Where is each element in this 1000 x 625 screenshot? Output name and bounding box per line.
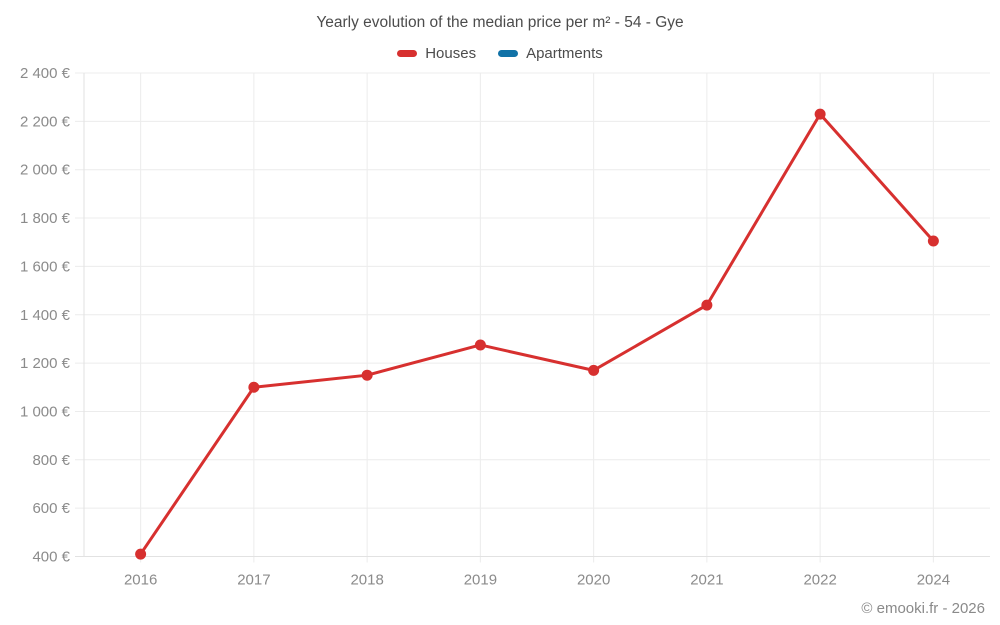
y-axis-tick-label: 1 400 €: [20, 307, 71, 324]
copyright-credit: © emooki.fr - 2026: [861, 600, 985, 617]
data-point-houses[interactable]: [248, 381, 260, 393]
y-axis-tick-label: 600 €: [32, 500, 70, 517]
data-point-houses[interactable]: [361, 369, 373, 381]
x-axis-tick-label: 2016: [124, 572, 157, 589]
x-axis-tick-label: 2017: [237, 572, 270, 589]
data-point-houses[interactable]: [474, 339, 486, 351]
legend-label-apartments: Apartments: [526, 45, 603, 62]
data-point-houses[interactable]: [814, 108, 826, 120]
y-axis-tick-label: 1 800 €: [20, 210, 71, 227]
x-axis-tick-label: 2024: [917, 572, 950, 589]
y-axis-tick-label: 2 000 €: [20, 162, 71, 179]
x-axis-tick-label: 2020: [577, 572, 610, 589]
y-axis-tick-label: 2 200 €: [20, 113, 71, 130]
y-axis-tick-label: 400 €: [32, 549, 70, 566]
x-axis-tick-label: 2018: [350, 572, 383, 589]
y-axis-tick-label: 1 000 €: [20, 403, 71, 420]
x-axis-tick-label: 2019: [464, 572, 497, 589]
data-point-houses[interactable]: [701, 299, 713, 311]
y-axis-tick-label: 1 200 €: [20, 355, 71, 372]
legend-label-houses: Houses: [425, 45, 477, 62]
data-point-houses[interactable]: [135, 548, 147, 560]
legend-item-apartments[interactable]: Apartments: [498, 45, 603, 62]
y-axis-tick-label: 800 €: [32, 452, 70, 469]
series-line-houses: [139, 112, 935, 556]
chart-legend: Houses Apartments: [0, 45, 1000, 62]
data-point-houses[interactable]: [927, 235, 939, 247]
chart-title: Yearly evolution of the median price per…: [316, 14, 684, 31]
x-axis-tick-label: 2022: [803, 572, 836, 589]
apartments-series-swatch-icon: [498, 50, 519, 57]
legend-item-houses[interactable]: Houses: [397, 45, 476, 62]
y-axis-tick-label: 2 400 €: [20, 65, 71, 82]
y-axis-tick-label: 1 600 €: [20, 258, 71, 275]
houses-series-swatch-icon: [397, 50, 418, 57]
data-point-houses[interactable]: [588, 364, 600, 376]
x-axis-tick-label: 2021: [690, 572, 723, 589]
